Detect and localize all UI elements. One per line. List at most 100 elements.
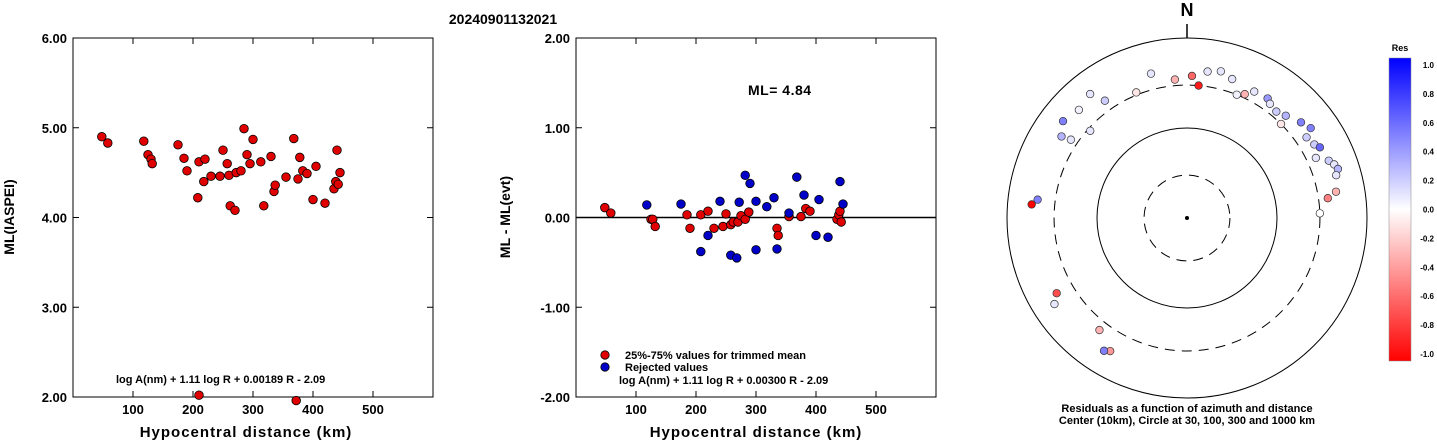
x-tick-label: 500 <box>362 402 384 417</box>
magnitude-point <box>311 161 321 172</box>
trimmed-point <box>682 210 692 220</box>
ml-annotation: ML= 4.84 <box>748 82 812 98</box>
x-tick-label: 300 <box>745 402 767 417</box>
colorbar-label: 1.0 <box>1423 61 1435 70</box>
trimmed-point <box>805 206 815 216</box>
station-point <box>1315 143 1325 152</box>
rejected-point <box>703 230 713 241</box>
trimmed-point <box>709 223 719 233</box>
colorbar-label: -0.6 <box>1420 292 1434 301</box>
station-point <box>1132 88 1141 97</box>
rejected-point <box>715 196 725 207</box>
legend-label-trimmed: 25%-75% values for trimmed mean <box>625 350 806 362</box>
north-label: N <box>1181 0 1194 20</box>
colorbar-label: 0.2 <box>1423 177 1435 186</box>
trimmed-point <box>796 211 806 222</box>
residual-y-axis-label: ML - ML(evt) <box>497 176 513 258</box>
magnitude-point <box>293 174 303 184</box>
magnitude-point <box>97 132 107 142</box>
station-point <box>1311 153 1321 163</box>
magnitude-point <box>179 153 189 163</box>
trimmed-point <box>650 221 660 232</box>
magnitude-point <box>193 193 203 203</box>
x-tick-label: 200 <box>685 402 707 417</box>
distance-ring <box>1006 37 1368 399</box>
magnitude-point <box>200 154 210 164</box>
trimmed-point <box>718 221 728 232</box>
magnitude-point <box>302 168 312 179</box>
magnitude-point <box>295 152 305 163</box>
station-point <box>1306 123 1315 133</box>
residual-colorbar: Res 1.0 0.8 0.6 0.4 0.2 0.0 -0.2 -0.4 -0.6 -0.8 -1… <box>1388 43 1435 362</box>
magnitude-point <box>215 171 225 181</box>
magnitude-point <box>199 176 209 187</box>
station-point <box>1232 90 1241 99</box>
figure-title: 20240901132021 <box>449 11 557 27</box>
rejected-point <box>823 232 833 242</box>
rejected-point <box>838 199 848 209</box>
station-point <box>1216 67 1226 76</box>
magnitude-point <box>147 158 157 169</box>
magnitude-point <box>320 198 330 208</box>
station-point <box>1331 187 1341 196</box>
station-point <box>1296 118 1306 127</box>
magnitude-points <box>97 123 345 406</box>
rejected-point <box>772 244 782 254</box>
magnitude-point <box>236 166 246 176</box>
station-point <box>1033 195 1042 204</box>
magnitude-point <box>266 151 276 162</box>
magnitude-x-axis-label: Hypocentral distance (km) <box>140 424 353 441</box>
x-tick-label: 500 <box>865 402 887 417</box>
magnitude-point <box>139 136 149 146</box>
station-point <box>1203 67 1212 76</box>
magnitude-point <box>335 167 345 178</box>
y-tick-label: 2.00 <box>42 390 67 405</box>
residual-formula: log A(nm) + 1.11 log R + 0.00300 R - 2.0… <box>619 375 828 387</box>
station-point <box>1170 75 1180 84</box>
y-tick-label: 2.00 <box>545 31 570 46</box>
station-point <box>1085 89 1095 99</box>
station-point <box>1027 200 1036 209</box>
magnitude-y-axis-label: ML(IASPEI) <box>1 179 17 254</box>
magnitude-point <box>103 138 113 148</box>
trimmed-point <box>600 202 610 213</box>
y-tick-label: 0.00 <box>545 211 570 226</box>
x-tick-label: 400 <box>302 402 324 417</box>
rejected-point <box>799 190 809 200</box>
colorbar-labels: 1.0 0.8 0.6 0.4 0.2 0.0 -0.2 -0.4 -0.6 -0.8 -1.0 <box>1420 61 1434 359</box>
rejected-point <box>814 194 824 205</box>
station-point <box>1095 325 1104 335</box>
station-point <box>1323 194 1332 203</box>
magnitude-formula: log A(nm) + 1.11 log R + 0.00189 R - 2.0… <box>116 374 325 386</box>
rejected-point <box>696 246 706 257</box>
magnitude-point <box>222 158 232 169</box>
x-tick-label: 100 <box>625 402 647 417</box>
magnitude-point <box>259 201 269 211</box>
station-point <box>1099 346 1109 355</box>
distance-ring <box>1096 127 1278 309</box>
station-point <box>1302 133 1311 142</box>
trimmed-point <box>606 208 616 218</box>
trimmed-point <box>703 206 713 216</box>
station-point <box>1074 105 1084 115</box>
distance-ring <box>1143 174 1231 262</box>
polar-caption-line-2: Center (10km), Circle at 30, 100, 300 an… <box>1059 415 1315 427</box>
trimmed-point <box>773 230 783 241</box>
magnitude-point <box>332 145 342 155</box>
trimmed-point <box>685 223 695 233</box>
rejected-point <box>745 178 755 189</box>
rejected-point <box>751 196 761 207</box>
magnitude-point <box>242 149 252 160</box>
station-point <box>1086 126 1095 135</box>
rejected-point <box>792 172 802 182</box>
rejected-point <box>751 245 761 255</box>
station-point <box>1187 71 1197 81</box>
rejected-point <box>732 253 742 263</box>
magnitude-point <box>308 194 318 205</box>
station-point <box>1276 119 1286 129</box>
station-point <box>1315 209 1325 218</box>
colorbar-label: 0.8 <box>1423 90 1435 99</box>
x-tick-label: 100 <box>122 402 144 417</box>
station-point <box>1100 96 1110 105</box>
x-tick-label: 300 <box>242 402 264 417</box>
